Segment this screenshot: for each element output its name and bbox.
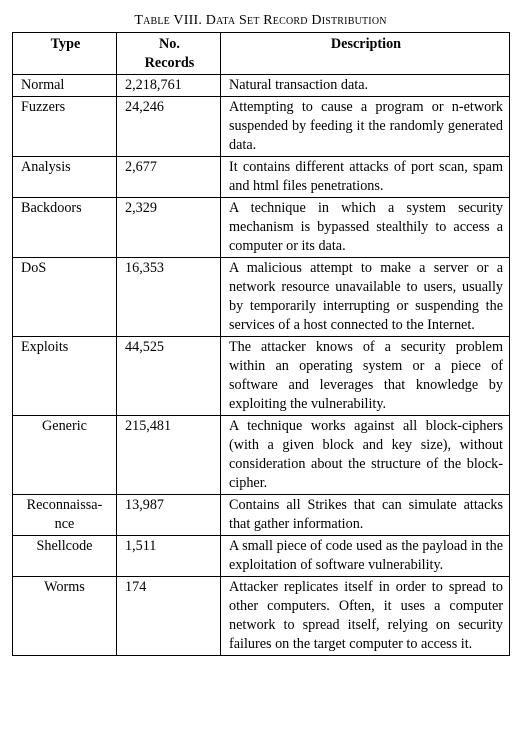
cell-records: 2,329 <box>116 197 221 258</box>
cell-description: Natural transaction data. <box>220 74 510 97</box>
cell-description: A technique works against all block-ciph… <box>220 415 510 495</box>
cell-records: 13,987 <box>116 494 221 536</box>
cell-type: Fuzzers <box>12 96 117 157</box>
cell-records: 16,353 <box>116 257 221 337</box>
cell-description: A small piece of code used as the payloa… <box>220 535 510 577</box>
cell-description: Attacker replicates itself in order to s… <box>220 576 510 656</box>
cell-records: 44,525 <box>116 336 221 416</box>
cell-description: A technique in which a system security m… <box>220 197 510 258</box>
header-records-line2: Records <box>144 55 195 71</box>
cell-records: 24,246 <box>116 96 221 157</box>
cell-type: Generic <box>12 415 117 495</box>
table-row: Backdoors 2,329 A technique in which a s… <box>12 197 510 258</box>
table-row: Worms 174 Attacker replicates itself in … <box>12 576 510 656</box>
header-description: Description <box>220 32 510 75</box>
cell-type: Backdoors <box>12 197 117 258</box>
cell-records: 174 <box>116 576 221 656</box>
cell-records: 215,481 <box>116 415 221 495</box>
table-row: Fuzzers 24,246 Attempting to cause a pro… <box>12 96 510 157</box>
table-row: Reconnaissa-nce 13,987 Contains all Stri… <box>12 494 510 536</box>
cell-records: 2,677 <box>116 156 221 198</box>
header-records: No. Records <box>116 32 221 75</box>
cell-records: 1,511 <box>116 535 221 577</box>
cell-type: DoS <box>12 257 117 337</box>
table-row: Exploits 44,525 The attacker knows of a … <box>12 336 510 416</box>
table-row: Normal 2,218,761 Natural transaction dat… <box>12 74 510 97</box>
cell-description: Contains all Strikes that can simulate a… <box>220 494 510 536</box>
cell-description: A malicious attempt to make a server or … <box>220 257 510 337</box>
table-row: Generic 215,481 A technique works agains… <box>12 415 510 495</box>
header-records-line1: No. <box>159 36 180 52</box>
table-row: Analysis 2,677 It contains different att… <box>12 156 510 198</box>
cell-description: It contains different attacks of port sc… <box>220 156 510 198</box>
cell-records: 2,218,761 <box>116 74 221 97</box>
cell-type: Analysis <box>12 156 117 198</box>
data-set-record-table: Type No. Records Description Normal 2,21… <box>12 32 510 656</box>
cell-description: The attacker knows of a security problem… <box>220 336 510 416</box>
table-row: Shellcode 1,511 A small piece of code us… <box>12 535 510 577</box>
table-caption: Table VIII. Data Set Record Distribution <box>134 13 387 28</box>
cell-type: Shellcode <box>12 535 117 577</box>
cell-type: Exploits <box>12 336 117 416</box>
cell-type: Worms <box>12 576 117 656</box>
table-row: DoS 16,353 A malicious attempt to make a… <box>12 257 510 337</box>
cell-type: Reconnaissa-nce <box>12 494 117 536</box>
cell-description: Attempting to cause a program or n-etwor… <box>220 96 510 157</box>
header-type: Type <box>12 32 117 75</box>
table-header-row: Type No. Records Description <box>12 32 510 75</box>
cell-type: Normal <box>12 74 117 97</box>
